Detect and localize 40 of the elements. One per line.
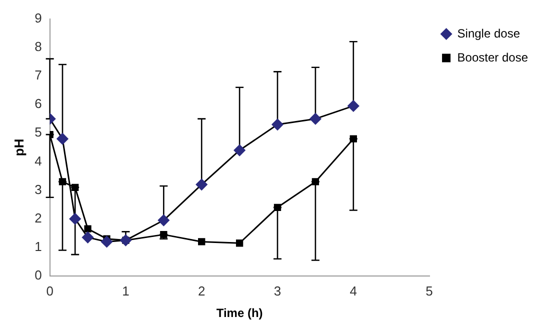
y-tick-label: 1	[34, 239, 42, 254]
point	[82, 232, 94, 244]
y-tick-label: 3	[34, 182, 42, 197]
x-tick-label: 1	[122, 283, 130, 298]
y-tick-label: 5	[34, 124, 42, 140]
point	[274, 204, 282, 211]
y-tick-label: 2	[34, 210, 42, 226]
point	[101, 236, 112, 248]
point	[58, 178, 66, 186]
point	[196, 178, 208, 190]
y-tick-label: 9	[34, 10, 42, 26]
y-tick-label: 7	[34, 68, 42, 83]
point	[234, 144, 246, 156]
point	[312, 178, 320, 186]
x-axis-title: Time (h)	[216, 306, 263, 320]
point	[72, 184, 79, 191]
point	[198, 238, 206, 246]
legend-label: Single dose	[457, 26, 520, 40]
x-tick-label: 0	[46, 283, 54, 298]
y-tick-label: 4	[34, 153, 42, 168]
point	[348, 100, 360, 112]
point	[310, 113, 322, 125]
point	[272, 118, 284, 130]
y-tick-label: 8	[34, 38, 42, 54]
y-tick-label: 6	[34, 96, 42, 112]
point	[56, 133, 68, 145]
x-tick-label: 3	[274, 283, 282, 298]
point	[350, 135, 357, 142]
point	[160, 230, 168, 238]
point	[120, 234, 132, 246]
legend-label: Booster dose	[457, 50, 528, 64]
point	[84, 225, 92, 232]
y-tick-label: 0	[34, 268, 42, 283]
point	[236, 240, 244, 247]
y-axis-title: pH	[11, 138, 26, 156]
point	[69, 213, 81, 225]
x-tick-label: 2	[198, 283, 206, 298]
point	[158, 214, 170, 226]
x-tick-label: 4	[350, 283, 358, 298]
x-tick-label: 5	[426, 283, 433, 298]
